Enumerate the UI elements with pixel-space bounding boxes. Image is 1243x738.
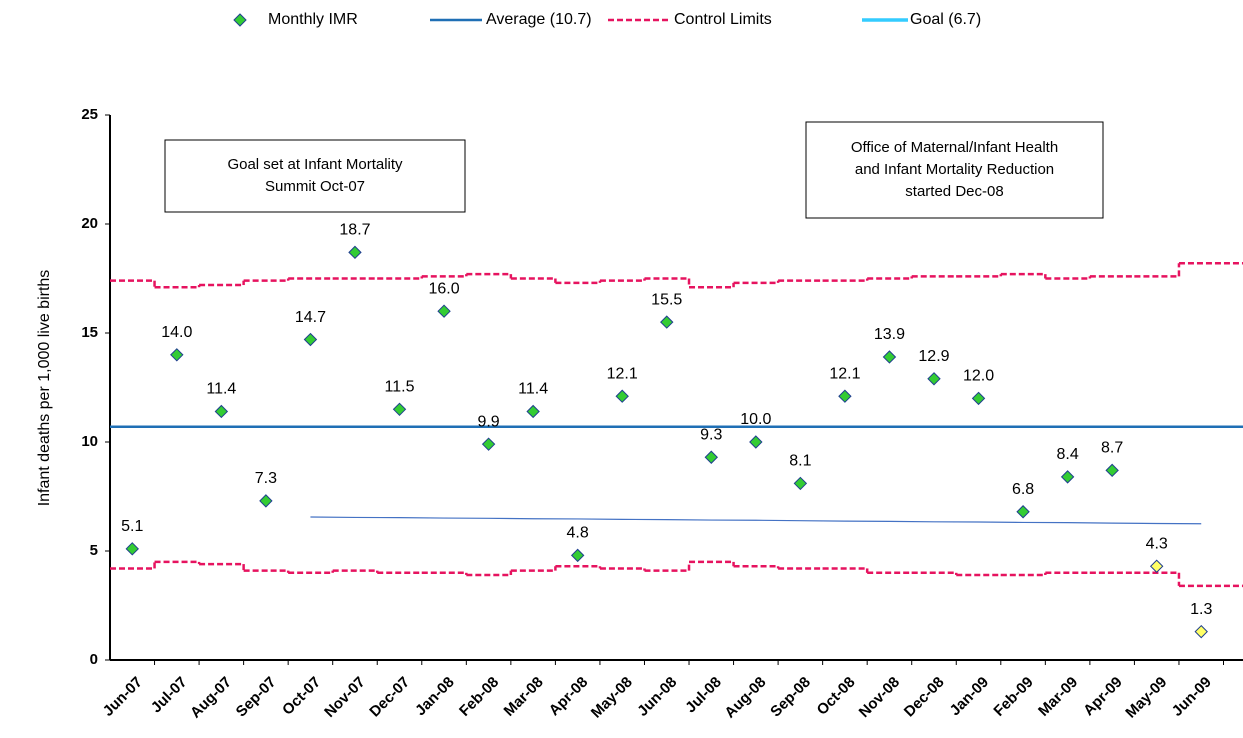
legend-label: Goal (6.7) bbox=[910, 11, 981, 28]
legend-label: Control Limits bbox=[674, 11, 772, 28]
x-tick-label: Apr-08 bbox=[546, 674, 592, 720]
x-tick-label: May-09 bbox=[1122, 674, 1170, 722]
data-point bbox=[303, 332, 318, 347]
legend-label: Average (10.7) bbox=[486, 11, 592, 28]
data-point bbox=[481, 437, 496, 451]
y-tick-label: 15 bbox=[81, 324, 98, 341]
data-point bbox=[927, 372, 941, 386]
data-label: 18.7 bbox=[339, 222, 370, 239]
x-tick-label: Nov-07 bbox=[321, 674, 368, 721]
x-tick-label: Jan-09 bbox=[947, 674, 993, 720]
data-point bbox=[793, 476, 808, 491]
x-tick-label: Apr-09 bbox=[1080, 674, 1126, 720]
data-label: 11.4 bbox=[518, 381, 548, 398]
data-label: 8.7 bbox=[1101, 440, 1123, 457]
goal-line bbox=[310, 516, 1202, 525]
x-tick-label: Jun-07 bbox=[100, 674, 146, 720]
x-tick-label: Sep-07 bbox=[233, 674, 280, 721]
data-label: 12.1 bbox=[829, 365, 860, 382]
x-tick-label: Oct-07 bbox=[279, 674, 324, 719]
data-label: 16.0 bbox=[428, 280, 459, 297]
data-point bbox=[1060, 470, 1075, 484]
legend-label: Monthly IMR bbox=[268, 11, 358, 28]
y-tick-label: 0 bbox=[90, 651, 98, 668]
data-label: 9.9 bbox=[477, 413, 499, 430]
data-point bbox=[615, 389, 629, 403]
x-tick-label: Mar-09 bbox=[1035, 674, 1081, 720]
annotation-box bbox=[805, 121, 1104, 219]
x-tick-label: Jul-08 bbox=[682, 674, 725, 717]
y-tick-label: 25 bbox=[81, 106, 98, 123]
data-point bbox=[437, 304, 451, 318]
annotation-text: started Dec-08 bbox=[905, 183, 1003, 200]
data-point bbox=[259, 494, 273, 508]
data-label: 11.4 bbox=[206, 381, 236, 398]
data-point bbox=[392, 402, 407, 417]
x-tick-label: Aug-08 bbox=[721, 674, 769, 722]
x-tick-label: Jul-07 bbox=[148, 674, 191, 717]
data-label: 15.5 bbox=[651, 291, 682, 308]
data-point bbox=[1149, 559, 1164, 573]
data-label: 14.0 bbox=[161, 324, 192, 341]
data-label: 12.9 bbox=[918, 348, 949, 365]
data-label: 1.3 bbox=[1190, 601, 1212, 618]
data-label: 4.3 bbox=[1146, 535, 1168, 552]
data-point bbox=[348, 245, 362, 260]
annotation-text: and Infant Mortality Reduction bbox=[855, 161, 1054, 178]
data-label: 12.0 bbox=[963, 368, 994, 385]
annotation-text: Office of Maternal/Infant Health bbox=[851, 139, 1058, 156]
data-label: 14.7 bbox=[295, 309, 326, 326]
data-label: 8.4 bbox=[1056, 446, 1078, 463]
data-point bbox=[838, 389, 852, 403]
data-label: 9.3 bbox=[700, 426, 722, 443]
x-tick-label: Feb-09 bbox=[990, 674, 1036, 720]
data-label: 7.3 bbox=[255, 470, 277, 487]
data-point bbox=[704, 450, 718, 464]
x-tick-label: Jan-08 bbox=[412, 674, 458, 720]
x-tick-label: Dec-08 bbox=[901, 674, 948, 721]
x-tick-label: Jun-08 bbox=[634, 674, 680, 720]
x-tick-label: Mar-08 bbox=[501, 674, 547, 720]
y-axis-label: Infant deaths per 1,000 live births bbox=[36, 270, 53, 507]
data-label: 5.1 bbox=[121, 518, 143, 535]
data-label: 12.1 bbox=[607, 365, 638, 382]
x-tick-label: Sep-08 bbox=[767, 674, 814, 721]
x-tick-label: Jun-09 bbox=[1169, 674, 1215, 720]
y-tick-label: 10 bbox=[81, 433, 98, 450]
data-label: 8.1 bbox=[789, 453, 811, 470]
data-point bbox=[570, 548, 585, 563]
data-point bbox=[882, 350, 897, 364]
data-point bbox=[1016, 505, 1030, 519]
annotation-text: Summit Oct-07 bbox=[265, 178, 365, 195]
data-point bbox=[214, 404, 229, 419]
data-point bbox=[1194, 624, 1208, 639]
data-point bbox=[971, 391, 986, 406]
data-point bbox=[125, 542, 139, 556]
y-tick-label: 20 bbox=[81, 215, 98, 232]
data-point bbox=[749, 435, 763, 449]
data-label: 10.0 bbox=[740, 411, 771, 428]
data-point bbox=[660, 315, 674, 329]
x-tick-label: Dec-07 bbox=[366, 674, 413, 721]
x-tick-label: May-08 bbox=[588, 674, 636, 722]
data-point bbox=[170, 348, 184, 362]
data-label: 11.5 bbox=[385, 379, 415, 396]
x-tick-label: Aug-07 bbox=[187, 674, 235, 722]
data-label: 6.8 bbox=[1012, 481, 1034, 498]
x-tick-label: Nov-08 bbox=[856, 674, 903, 721]
data-label: 4.8 bbox=[567, 525, 589, 542]
data-point bbox=[1105, 463, 1119, 478]
annotation-text: Goal set at Infant Mortality bbox=[227, 156, 403, 173]
x-tick-label: Oct-08 bbox=[814, 674, 859, 719]
legend-marker bbox=[233, 13, 247, 27]
data-point bbox=[526, 404, 540, 419]
x-tick-label: Feb-08 bbox=[456, 674, 502, 720]
data-label: 13.9 bbox=[874, 326, 905, 343]
y-tick-label: 5 bbox=[90, 542, 98, 559]
annotation-box bbox=[164, 139, 466, 213]
